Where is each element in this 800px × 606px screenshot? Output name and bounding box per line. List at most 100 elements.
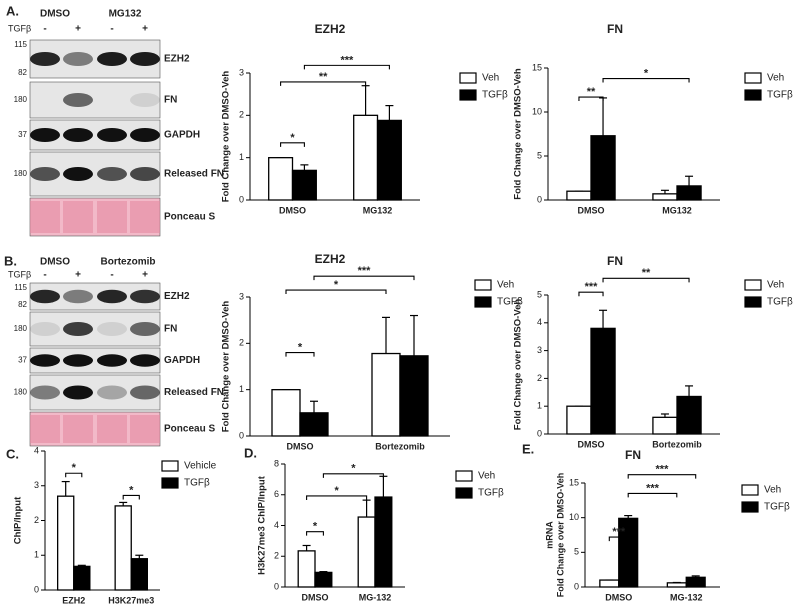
legend-label: TGFβ xyxy=(767,90,793,101)
legend-label: TGFβ xyxy=(767,297,793,308)
marker-label: 180 xyxy=(14,324,28,333)
y-axis-label: Fold Change over DMSO-Veh xyxy=(221,301,232,433)
marker-label: 180 xyxy=(14,95,28,104)
marker-label: 37 xyxy=(18,356,27,365)
band xyxy=(63,354,93,367)
legend-swatch xyxy=(744,296,762,308)
significance-label: *** xyxy=(358,265,372,277)
significance-label: * xyxy=(313,521,318,533)
significance-label: * xyxy=(351,463,356,475)
panel-label: A. xyxy=(6,3,19,18)
marker-label: 82 xyxy=(18,300,27,309)
x-tick-label: MG132 xyxy=(363,205,393,215)
significance-label: ** xyxy=(642,267,651,279)
y-tick-label: 15 xyxy=(532,62,542,72)
bar xyxy=(666,582,687,588)
significance-label: ** xyxy=(587,86,596,98)
band xyxy=(30,128,60,142)
panel-label: B. xyxy=(4,253,17,268)
legend-label: TGFβ xyxy=(482,90,508,101)
significance-bracket xyxy=(280,81,367,86)
y-tick-label: 0 xyxy=(274,581,279,591)
significance-bracket xyxy=(322,473,384,478)
x-tick-label: Bortezomib xyxy=(652,439,702,449)
legend-swatch xyxy=(744,72,762,84)
legend-label: Veh xyxy=(764,485,781,496)
panel-label: E. xyxy=(522,441,534,456)
y-tick-label: 1 xyxy=(537,401,542,411)
band xyxy=(97,322,127,336)
band xyxy=(97,128,127,142)
y-tick-label: 2 xyxy=(239,338,244,348)
row-label: FN xyxy=(164,324,177,335)
y-tick-label: 4 xyxy=(34,445,39,455)
panel-label: C. xyxy=(6,446,19,461)
band xyxy=(63,167,93,181)
band xyxy=(130,93,160,107)
y-tick-label: 0 xyxy=(537,194,542,204)
ponceau-lane xyxy=(97,415,127,443)
bar xyxy=(376,119,402,201)
y-tick-label: 0 xyxy=(239,194,244,204)
legend-label: Veh xyxy=(767,73,784,84)
y-tick-label: 10 xyxy=(532,106,542,116)
significance-bracket xyxy=(578,96,604,102)
bar xyxy=(590,327,616,435)
significance-bracket xyxy=(280,142,305,147)
y-axis-label: Fold Change over DMSO-Veh xyxy=(513,68,524,200)
bar xyxy=(590,135,616,201)
legend-swatch xyxy=(455,487,473,499)
row-label: EZH2 xyxy=(164,291,190,302)
y-tick-label: 1 xyxy=(34,550,39,560)
bar xyxy=(271,389,301,437)
bar xyxy=(371,352,401,437)
lane-label: + xyxy=(75,270,81,281)
bar xyxy=(676,395,702,435)
factor-label: TGFβ xyxy=(8,23,31,33)
y-tick-label: 1 xyxy=(239,384,244,394)
significance-label: *** xyxy=(340,54,354,66)
row-label: FN xyxy=(164,95,177,106)
band xyxy=(63,52,93,66)
legend-label: Veh xyxy=(497,280,514,291)
significance-label: *** xyxy=(612,526,626,538)
significance-bracket xyxy=(313,275,415,281)
factor-label: TGFβ xyxy=(8,269,31,279)
band xyxy=(97,385,127,400)
x-tick-label: DMSO xyxy=(605,592,632,602)
chart-title: EZH2 xyxy=(315,252,346,266)
significance-label: * xyxy=(644,67,649,79)
x-tick-label: DMSO xyxy=(287,441,314,451)
legend-label: Veh xyxy=(478,471,495,482)
y-tick-label: 4 xyxy=(537,317,542,327)
row-label: Released FN xyxy=(164,387,224,398)
legend-label: TGFβ xyxy=(184,478,210,489)
significance-label: *** xyxy=(585,281,599,293)
y-tick-label: 3 xyxy=(239,67,244,77)
band xyxy=(63,289,93,304)
significance-label: ** xyxy=(319,71,328,83)
ponceau-lane xyxy=(63,201,93,233)
bar xyxy=(130,558,149,591)
legend-swatch xyxy=(741,501,759,513)
legend-swatch xyxy=(744,89,762,101)
bar xyxy=(652,193,678,201)
x-tick-label: MG-132 xyxy=(670,592,703,602)
legend-swatch xyxy=(161,477,179,489)
x-tick-label: DMSO xyxy=(302,592,329,602)
significance-bracket xyxy=(65,472,83,478)
bar xyxy=(685,576,706,588)
band xyxy=(130,128,160,142)
marker-label: 115 xyxy=(14,283,27,292)
row-label: Released FN xyxy=(164,169,224,180)
band xyxy=(130,322,160,336)
y-tick-label: 2 xyxy=(239,110,244,120)
y-tick-label: 2 xyxy=(274,551,279,561)
band xyxy=(30,289,60,304)
band xyxy=(130,354,160,367)
legend-label: Veh xyxy=(767,280,784,291)
band xyxy=(130,385,160,400)
bar xyxy=(73,565,91,591)
treatment-label: DMSO xyxy=(40,257,70,268)
row-label: Ponceau S xyxy=(164,212,215,223)
